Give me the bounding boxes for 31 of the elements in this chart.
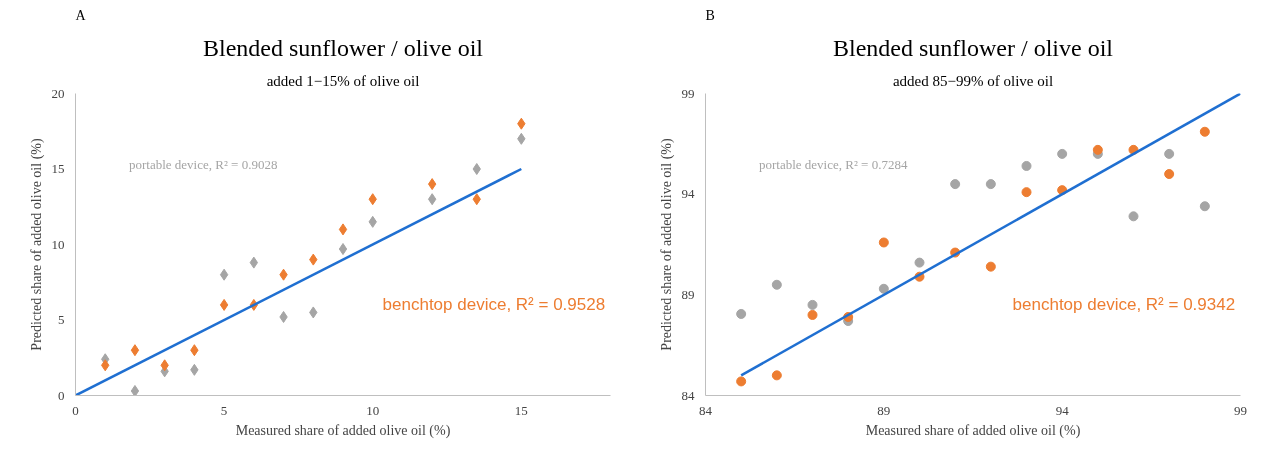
- y-tick-label: 15: [51, 161, 65, 176]
- text: portable device, R² = 0.7284: [759, 157, 908, 173]
- series-label: benchtop device, R² = 0.9342: [1012, 294, 1236, 314]
- chart-subtitle: added 85−99% of olive oil: [892, 72, 1054, 89]
- x-axis-title: Measured share of added olive oil (%): [865, 422, 1081, 439]
- text: portable device, R² = 0.9028: [129, 157, 278, 173]
- y-tick-label: 0: [58, 387, 65, 403]
- x-tick-label: 15: [514, 402, 528, 418]
- x-tick-label: 10: [366, 402, 380, 418]
- x-axis-title: Measured share of added olive oil (%): [235, 422, 451, 439]
- chart-title: Blended sunflower / olive oil: [833, 34, 1114, 61]
- x-tick-label: 84: [699, 402, 713, 418]
- text: benchtop device, R² = 0.9528: [382, 294, 606, 314]
- x-tick-label: 0: [72, 402, 79, 418]
- chart-subtitle: added 1−15% of olive oil: [266, 72, 420, 89]
- y-tick-label: 94: [681, 186, 695, 202]
- text: B: [705, 7, 715, 23]
- x-tick-label: 94: [1055, 402, 1070, 418]
- y-tick-label: 99: [681, 85, 695, 101]
- x-tick-label: 5: [220, 402, 228, 418]
- x-tick-label: 99: [1234, 402, 1247, 418]
- y-tick-label: 5: [58, 312, 65, 327]
- y-tick-label: 10: [51, 236, 65, 252]
- y-axis-title: Predicted share of added olive oil (%): [658, 138, 675, 351]
- text: A: [75, 7, 87, 23]
- chart-title: Blended sunflower / olive oil: [203, 34, 484, 61]
- y-tick-label: 89: [681, 286, 695, 302]
- y-tick-label: 20: [51, 85, 65, 101]
- x-tick-label: 89: [877, 402, 891, 418]
- y-tick-label: 84: [681, 387, 695, 403]
- y-axis-title: Predicted share of added olive oil (%): [28, 138, 45, 351]
